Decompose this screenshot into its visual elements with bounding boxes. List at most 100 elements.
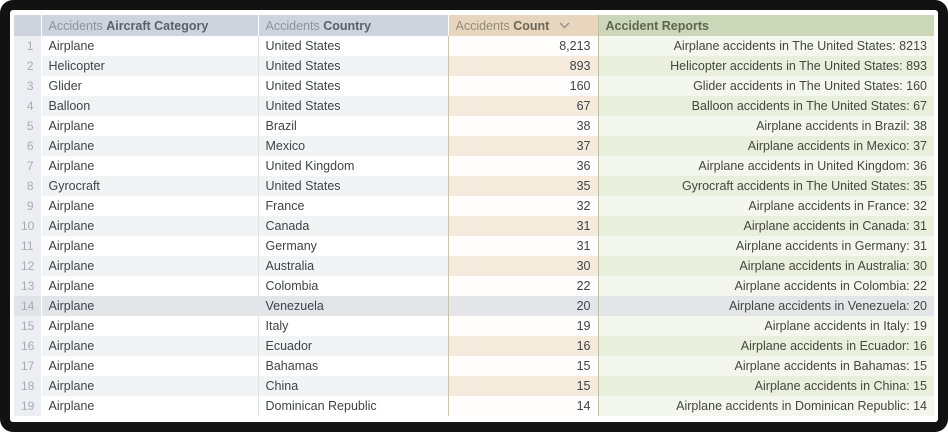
cell-aircraft-category[interactable]: Airplane [41,116,259,136]
cell-accident-report[interactable]: Airplane accidents in Mexico: 37 [598,136,934,156]
cell-accident-report[interactable]: Airplane accidents in Colombia: 22 [598,276,934,296]
cell-country[interactable]: Italy [258,316,449,336]
cell-count[interactable]: 15 [448,376,599,396]
cell-aircraft-category[interactable]: Airplane [41,356,259,376]
table-row[interactable]: 3 Glider United States 160 Glider accidents … [14,76,934,96]
cell-aircraft-category[interactable]: Airplane [41,36,259,56]
cell-country[interactable]: Venezuela [258,296,449,316]
cell-accident-report[interactable]: Airplane accidents in Canada: 31 [598,216,934,236]
cell-count[interactable]: 8,213 [448,36,599,56]
cell-country[interactable]: Bahamas [258,356,449,376]
column-header-aircraft-category[interactable]: Accidents Aircraft Category [41,15,259,36]
cell-count[interactable]: 37 [448,136,599,156]
cell-country[interactable]: United States [258,96,449,116]
table-row[interactable]: 9 Airplane France 32 Airplane accidents in F… [14,196,934,216]
cell-country[interactable]: Mexico [258,136,449,156]
cell-accident-report[interactable]: Airplane accidents in Germany: 31 [598,236,934,256]
cell-accident-report[interactable]: Airplane accidents in France: 32 [598,196,934,216]
cell-aircraft-category[interactable]: Airplane [41,196,259,216]
cell-accident-report[interactable]: Balloon accidents in The United States: … [598,96,934,116]
cell-aircraft-category[interactable]: Airplane [41,156,259,176]
cell-count[interactable]: 38 [448,116,599,136]
table-row[interactable]: 1 Airplane United States 8,213 Airplane acci… [14,36,934,56]
table-row[interactable]: 11 Airplane Germany 31 Airplane accidents in… [14,236,934,256]
cell-country[interactable]: Australia [258,256,449,276]
cell-aircraft-category[interactable]: Helicopter [41,56,259,76]
cell-aircraft-category[interactable]: Airplane [41,296,259,316]
table-row[interactable]: 7 Airplane United Kingdom 36 Airplane accide… [14,156,934,176]
cell-aircraft-category[interactable]: Airplane [41,136,259,156]
cell-count[interactable]: 35 [448,176,599,196]
cell-country[interactable]: Germany [258,236,449,256]
cell-count[interactable]: 15 [448,356,599,376]
cell-count[interactable]: 19 [448,316,599,336]
cell-accident-report[interactable]: Airplane accidents in The United States:… [598,36,934,56]
cell-aircraft-category[interactable]: Airplane [41,376,259,396]
cell-country[interactable]: Ecuador [258,336,449,356]
cell-accident-report[interactable]: Airplane accidents in Italy: 19 [598,316,934,336]
column-header-accident-reports[interactable]: Accident Reports [598,15,934,36]
cell-count[interactable]: 30 [448,256,599,276]
cell-country[interactable]: United States [258,176,449,196]
cell-accident-report[interactable]: Airplane accidents in Australia: 30 [598,256,934,276]
table-row[interactable]: 2 Helicopter United States 893 Helicopter ac… [14,56,934,76]
cell-aircraft-category[interactable]: Airplane [41,316,259,336]
cell-accident-report[interactable]: Airplane accidents in Dominican Republic… [598,396,934,416]
table-row[interactable]: 17 Airplane Bahamas 15 Airplane accidents in… [14,356,934,376]
cell-aircraft-category[interactable]: Balloon [41,96,259,116]
table-row[interactable]: 8 Gyrocraft United States 35 Gyrocraft accid… [14,176,934,196]
table-row[interactable]: 18 Airplane China 15 Airplane accidents in C… [14,376,934,396]
cell-country[interactable]: United Kingdom [258,156,449,176]
cell-aircraft-category[interactable]: Airplane [41,256,259,276]
table-row[interactable]: 5 Airplane Brazil 38 Airplane accidents in B… [14,116,934,136]
cell-country[interactable]: Canada [258,216,449,236]
cell-country[interactable]: France [258,196,449,216]
cell-count[interactable]: 893 [448,56,599,76]
cell-aircraft-category[interactable]: Airplane [41,276,259,296]
cell-count[interactable]: 20 [448,296,599,316]
cell-count[interactable]: 22 [448,276,599,296]
cell-aircraft-category[interactable]: Glider [41,76,259,96]
cell-country[interactable]: Brazil [258,116,449,136]
cell-accident-report[interactable]: Airplane accidents in Ecuador: 16 [598,336,934,356]
table-row[interactable]: 14 Airplane Venezuela 20 Airplane accidents … [14,296,934,316]
cell-count[interactable]: 16 [448,336,599,356]
cell-accident-report[interactable]: Airplane accidents in China: 15 [598,376,934,396]
cell-accident-report[interactable]: Airplane accidents in Bahamas: 15 [598,356,934,376]
sort-desc-chevron-down-icon[interactable] [559,18,570,32]
table-row[interactable]: 12 Airplane Australia 30 Airplane accidents … [14,256,934,276]
table-row[interactable]: 13 Airplane Colombia 22 Airplane accidents i… [14,276,934,296]
cell-aircraft-category[interactable]: Airplane [41,396,259,416]
cell-accident-report[interactable]: Airplane accidents in Venezuela: 20 [598,296,934,316]
cell-accident-report[interactable]: Airplane accidents in Brazil: 38 [598,116,934,136]
column-header-count[interactable]: Accidents Count [448,15,599,36]
cell-country[interactable]: United States [258,76,449,96]
cell-aircraft-category[interactable]: Airplane [41,336,259,356]
cell-count[interactable]: 31 [448,216,599,236]
cell-count[interactable]: 67 [448,96,599,116]
table-row[interactable]: 10 Airplane Canada 31 Airplane accidents in … [14,216,934,236]
cell-aircraft-category[interactable]: Airplane [41,216,259,236]
cell-count[interactable]: 160 [448,76,599,96]
cell-country[interactable]: United States [258,36,449,56]
cell-count[interactable]: 32 [448,196,599,216]
cell-country[interactable]: United States [258,56,449,76]
cell-country[interactable]: Dominican Republic [258,396,449,416]
cell-accident-report[interactable]: Airplane accidents in United Kingdom: 36 [598,156,934,176]
table-row[interactable]: 4 Balloon United States 67 Balloon accidents… [14,96,934,116]
cell-aircraft-category[interactable]: Gyrocraft [41,176,259,196]
cell-accident-report[interactable]: Gyrocraft accidents in The United States… [598,176,934,196]
cell-count[interactable]: 36 [448,156,599,176]
table-row[interactable]: 16 Airplane Ecuador 16 Airplane accidents in… [14,336,934,356]
cell-country[interactable]: China [258,376,449,396]
cell-accident-report[interactable]: Glider accidents in The United States: 1… [598,76,934,96]
cell-country[interactable]: Colombia [258,276,449,296]
table-row[interactable]: 6 Airplane Mexico 37 Airplane accidents in M… [14,136,934,156]
table-row[interactable]: 19 Airplane Dominican Republic 14 Airplane a… [14,396,934,416]
cell-accident-report[interactable]: Helicopter accidents in The United State… [598,56,934,76]
table-row[interactable]: 15 Airplane Italy 19 Airplane accidents in I… [14,316,934,336]
cell-count[interactable]: 14 [448,396,599,416]
column-header-country[interactable]: Accidents Country [258,15,449,36]
cell-count[interactable]: 31 [448,236,599,256]
cell-aircraft-category[interactable]: Airplane [41,236,259,256]
